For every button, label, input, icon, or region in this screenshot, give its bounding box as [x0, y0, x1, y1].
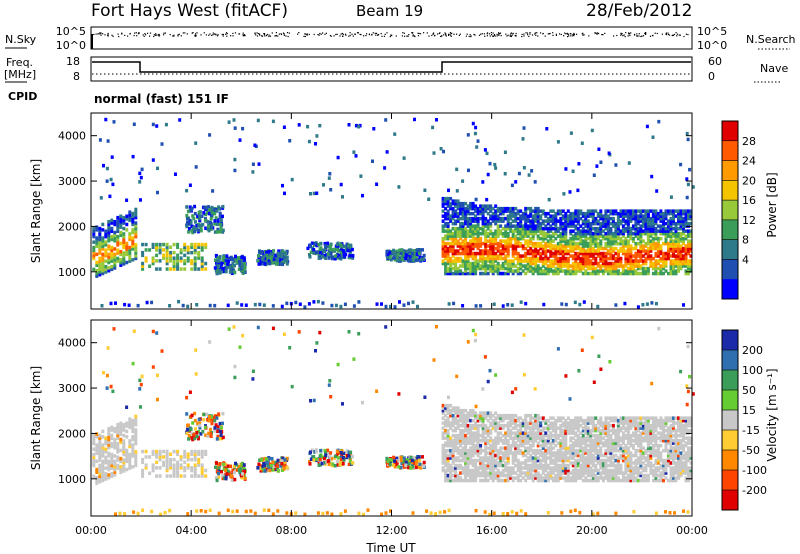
colorbar-tick: 200 [742, 344, 763, 357]
colorbar-segment [722, 330, 738, 351]
power-heatmap [92, 117, 695, 309]
cpid-label: CPID [8, 90, 37, 103]
x-tick-label: 12:00 [376, 524, 408, 537]
power-y-axis: 1000 2000 3000 4000 [58, 130, 692, 279]
colorbar-tick: -15 [742, 424, 760, 437]
colorbar-segment [722, 279, 738, 300]
colorbar-segment [722, 219, 738, 241]
y-tick-label: 3000 [58, 175, 86, 188]
velocity-panel: 1000 2000 3000 4000 Slant Range [km] [29, 319, 695, 517]
colorbar-tick: 8 [742, 234, 749, 247]
y-tick-label: 3000 [58, 382, 86, 395]
y-tick-label: 1000 [58, 266, 86, 279]
colorbar-segment [722, 410, 738, 431]
freq-unit: [MHz] [4, 68, 36, 81]
colorbar-tick: 12 [742, 214, 756, 227]
colorbar-tick: 50 [742, 384, 756, 397]
date-label: 28/Feb/2012 [586, 1, 692, 21]
nave-label: Nave [760, 62, 788, 75]
colorbar-segment [722, 430, 738, 451]
colorbar-segment [722, 450, 738, 471]
colorbar-segment [722, 490, 738, 511]
velocity-cbar-label: Velocity [m s⁻¹] [765, 368, 779, 461]
time-axis: 00:00 04:00 08:00 12:00 16:00 20:00 00:00 [75, 113, 708, 537]
power-cbar-label: Power [dB] [765, 172, 779, 237]
velocity-ylabel: Slant Range [km] [29, 366, 43, 470]
time-axis-label: Time UT [365, 541, 416, 554]
velocity-heatmap [92, 325, 695, 517]
beam-label: Beam 19 [356, 2, 423, 20]
colorbar-segment [722, 259, 738, 280]
station-title: Fort Hays West (fitACF) [91, 1, 288, 21]
freq-trace [92, 61, 691, 73]
freq-tick-low: 8 [73, 70, 80, 83]
y-tick-label: 4000 [58, 337, 86, 350]
power-ylabel: Slant Range [km] [29, 159, 43, 263]
x-tick-label: 16:00 [476, 524, 508, 537]
velocity-colorbar: 200 100 50 15 -15 -50 -100 -200 [721, 329, 767, 511]
colorbar-segment [722, 180, 738, 201]
nsearch-label: N.Search [746, 33, 796, 46]
x-tick-label: 20:00 [576, 524, 608, 537]
y-tick-label: 2000 [58, 427, 86, 440]
x-tick-label: 08:00 [275, 524, 307, 537]
y-tick-label: 2000 [58, 220, 86, 233]
colorbar-segment [722, 121, 738, 142]
y-tick-label: 4000 [58, 130, 86, 143]
nsky-label: N.Sky [5, 33, 37, 46]
x-tick-label: 00:00 [75, 524, 107, 537]
colorbar-segment [722, 200, 738, 221]
x-tick-label: 00:00 [676, 524, 708, 537]
colorbar-tick: 28 [742, 135, 756, 148]
nsearch-tick-high: 10^5 [697, 25, 727, 38]
nsky-strip: N.Sky 10^5 10^0 10^5 10^0 N.Search [5, 25, 796, 52]
nave-tick-low: 0 [708, 70, 715, 83]
nsky-tick-high: 10^5 [56, 25, 86, 38]
colorbar-tick: -200 [742, 484, 767, 497]
nsky-trace [93, 32, 689, 38]
freq-strip: Freq. [MHz] 18 8 60 0 Nave [4, 55, 788, 83]
velocity-y-axis: 1000 2000 3000 4000 [58, 337, 692, 486]
nsky-tick-low: 10^0 [56, 39, 86, 52]
nsearch-tick-low: 10^0 [697, 39, 727, 52]
colorbar-segment [722, 370, 738, 391]
colorbar-segment [722, 140, 738, 162]
colorbar-tick: 20 [742, 174, 756, 187]
colorbar-segment [722, 470, 738, 491]
colorbar-tick: 16 [742, 194, 756, 207]
nave-tick-high: 60 [708, 55, 722, 68]
power-panel: 1000 2000 3000 4000 Slant Range [km] [29, 112, 695, 310]
power-colorbar: 28 24 20 16 12 8 4 [721, 120, 756, 300]
colorbar-tick: 24 [742, 155, 756, 168]
freq-tick-high: 18 [66, 55, 80, 68]
colorbar-segment [722, 160, 738, 181]
colorbar-segment [722, 390, 738, 411]
colorbar-tick: -50 [742, 444, 760, 457]
freq-label: Freq. [6, 56, 33, 69]
colorbar-tick: 4 [742, 253, 749, 266]
cpid-text: normal (fast) 151 IF [94, 92, 229, 106]
colorbar-segment [722, 239, 738, 260]
colorbar-tick: 15 [742, 404, 756, 417]
colorbar-tick: -100 [742, 464, 767, 477]
colorbar-tick: 100 [742, 364, 763, 377]
x-tick-label: 04:00 [175, 524, 207, 537]
y-tick-label: 1000 [58, 473, 86, 486]
colorbar-segment [722, 350, 738, 371]
